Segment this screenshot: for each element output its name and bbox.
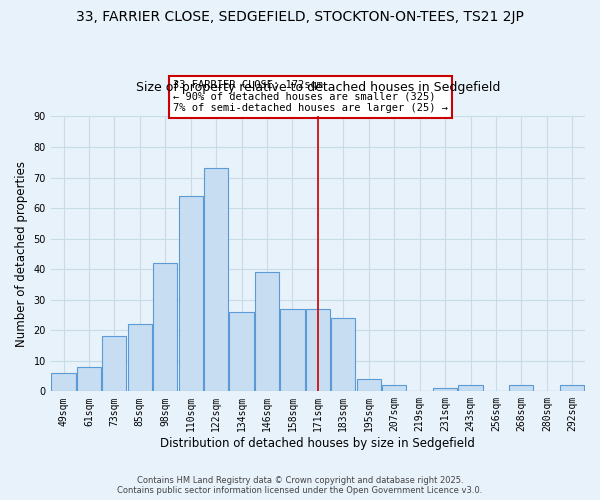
Bar <box>458 385 482 392</box>
Text: Contains HM Land Registry data © Crown copyright and database right 2025.
Contai: Contains HM Land Registry data © Crown c… <box>118 476 482 495</box>
Bar <box>255 272 279 392</box>
Bar <box>153 263 178 392</box>
X-axis label: Distribution of detached houses by size in Sedgefield: Distribution of detached houses by size … <box>160 437 475 450</box>
Bar <box>128 324 152 392</box>
Text: 33 FARRIER CLOSE: 172sqm
← 90% of detached houses are smaller (325)
7% of semi-d: 33 FARRIER CLOSE: 172sqm ← 90% of detach… <box>173 80 448 114</box>
Bar <box>560 385 584 392</box>
Y-axis label: Number of detached properties: Number of detached properties <box>15 161 28 347</box>
Bar <box>204 168 228 392</box>
Bar <box>356 379 381 392</box>
Bar <box>331 318 355 392</box>
Bar <box>280 309 305 392</box>
Bar <box>179 196 203 392</box>
Bar <box>103 336 127 392</box>
Bar <box>306 309 330 392</box>
Bar <box>509 385 533 392</box>
Bar <box>382 385 406 392</box>
Bar <box>229 312 254 392</box>
Title: Size of property relative to detached houses in Sedgefield: Size of property relative to detached ho… <box>136 82 500 94</box>
Bar <box>77 367 101 392</box>
Text: 33, FARRIER CLOSE, SEDGEFIELD, STOCKTON-ON-TEES, TS21 2JP: 33, FARRIER CLOSE, SEDGEFIELD, STOCKTON-… <box>76 10 524 24</box>
Bar <box>52 373 76 392</box>
Bar <box>433 388 457 392</box>
